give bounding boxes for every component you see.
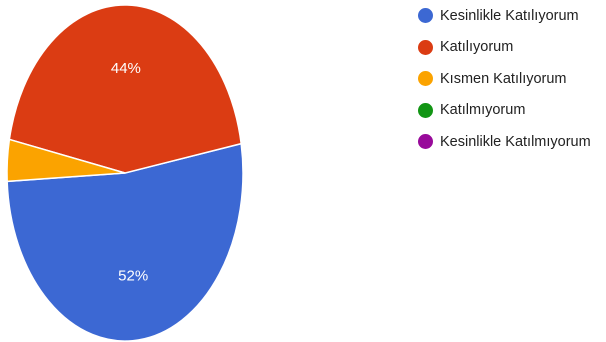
legend-label: Katılıyorum — [440, 39, 514, 55]
legend-swatch-icon — [418, 39, 433, 55]
pie-slice-label-0: 52% — [118, 267, 148, 284]
legend-swatch-icon — [418, 8, 433, 23]
legend-label: Kesinlikle Katılmıyorum — [440, 133, 591, 150]
pie-slice-label-1: 44% — [111, 60, 141, 77]
legend-swatch-icon — [418, 71, 433, 86]
pie-slices — [6, 4, 244, 342]
legend-label: Kısmen Katılıyorum — [440, 70, 567, 87]
legend-item-kesinlikle-katilmiyorum[interactable]: Kesinlikle Katılmıyorum — [418, 131, 591, 152]
pie-chart-svg: 52% 44% — [6, 4, 244, 342]
pie-slice-1[interactable] — [8, 4, 243, 174]
legend-item-katiliyorum[interactable]: Katılıyorum — [418, 37, 591, 58]
legend-label: Kesinlikle Katılıyorum — [440, 7, 579, 24]
legend-item-katilmiyorum[interactable]: Katılmıyorum — [418, 100, 591, 121]
pie-slice-0[interactable] — [6, 142, 244, 342]
legend-swatch-icon — [418, 102, 433, 118]
pie-slice-labels: 52% 44% — [111, 60, 148, 285]
pie-chart: 52% 44% — [0, 0, 260, 342]
legend-item-kismen-katiliyorum[interactable]: Kısmen Katılıyorum — [418, 68, 591, 89]
legend-label: Katılmıyorum — [440, 102, 526, 118]
pie-slice-2[interactable] — [6, 138, 126, 183]
legend-swatch-icon — [418, 134, 433, 149]
legend-item-kesinlikle-katiliyorum[interactable]: Kesinlikle Katılıyorum — [418, 5, 591, 26]
chart-legend: Kesinlikle Katılıyorum Katılıyorum Kısme… — [418, 5, 591, 163]
